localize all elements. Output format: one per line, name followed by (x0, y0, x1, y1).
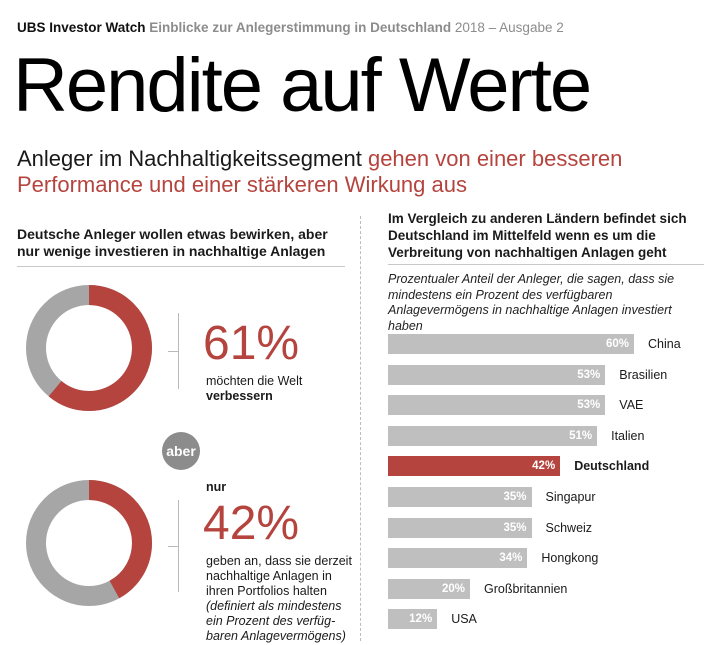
left-heading: Deutsche Anleger wollen etwas bewirken, … (17, 226, 328, 259)
bar-5: 35% (388, 487, 532, 507)
bar-value-label: 35% (503, 491, 527, 503)
report-header: UBS Investor Watch Einblicke zur Anleger… (17, 20, 564, 35)
bracket-tick (168, 351, 178, 352)
bar-3: 51% (388, 425, 598, 446)
bar-category-label: Deutschland (574, 459, 650, 474)
bar-category-label: Schweiz (545, 520, 593, 535)
bracket-line (178, 500, 185, 592)
subtitle-part2: gehen von einer besseren Performance und… (17, 146, 623, 197)
donut-chart-nachhaltig (26, 480, 152, 606)
bar-1: 53% (388, 364, 606, 385)
bar-value-label: 34% (499, 552, 523, 565)
bar-0: 60% (388, 334, 634, 354)
bar-9: 12% (388, 609, 438, 630)
stat2-note: (definiert als mindestens ein Prozent de… (206, 599, 346, 643)
column-divider (360, 216, 361, 641)
bar-category-label: Hongkong (541, 551, 599, 566)
bar-7: 34% (388, 548, 528, 569)
page-title: Rendite auf Werte (13, 43, 592, 128)
right-heading: Im Vergleich zu anderen Ländern befindet… (388, 211, 687, 260)
bar-value-label: 60% (605, 338, 629, 350)
stat2-prefix: nur (206, 480, 227, 494)
bar-category-label: Italien (611, 428, 645, 443)
bracket-tick (168, 546, 178, 547)
bracket-line (178, 313, 185, 389)
stat1-value: 61% (203, 317, 300, 370)
bar-category-label: VAE (619, 398, 644, 413)
donut-chart-verbessern (26, 285, 152, 411)
bar-2: 53% (388, 395, 606, 416)
stat2-value: 42% (203, 497, 300, 550)
donut2-value-segment (26, 480, 152, 606)
bar-category-label: Großbritannien (484, 581, 568, 596)
stat1-text: möchten die Welt verbessern (206, 374, 302, 404)
bar-value-label: 51% (569, 429, 593, 442)
bar-4: 42% (388, 456, 561, 477)
header-brand: UBS Investor Watch (17, 20, 146, 35)
stat1-bold: verbessern (206, 389, 273, 403)
stat1-label: möchten die Welt (206, 374, 303, 388)
bar-6: 35% (388, 517, 532, 538)
stat2-text: geben an, dass sie derzeit nachhaltige A… (206, 554, 356, 644)
bar-category-label: Singapur (545, 490, 596, 504)
bar-value-label: 20% (441, 582, 465, 595)
bar-category-label: Brasilien (619, 367, 668, 382)
right-divider (388, 264, 704, 265)
bar-category-label: USA (451, 612, 477, 627)
header-issue: 2018 – Ausgabe 2 (454, 20, 564, 35)
header-topic: Einblicke zur Anlegerstimmung in Deutsch… (149, 20, 452, 35)
stat2-label: geben an, dass sie derzeit nachhaltige A… (206, 554, 352, 598)
subtitle-part1: Anleger im Nachhaltigkeitssegment (17, 146, 368, 171)
bar-8: 20% (388, 578, 470, 599)
country-bar-chart: 60% China 53% Brasilien 53% VAE 51% Italien 42% D… (388, 334, 708, 634)
left-divider (17, 266, 345, 267)
chart-note: Prozentualer Anteil der Anleger, die sag… (388, 272, 675, 333)
page-subtitle: Anleger im Nachhaltigkeitssegment gehen … (17, 146, 657, 198)
bar-value-label: 35% (503, 521, 527, 534)
bar-value-label: 42% (532, 460, 556, 473)
bar-category-label: China (648, 337, 681, 351)
bar-value-label: 53% (577, 399, 601, 412)
bar-value-label: 53% (577, 368, 601, 381)
donut1-value-segment (26, 285, 152, 411)
bar-value-label: 12% (409, 613, 433, 626)
connector-badge: aber (162, 432, 200, 470)
